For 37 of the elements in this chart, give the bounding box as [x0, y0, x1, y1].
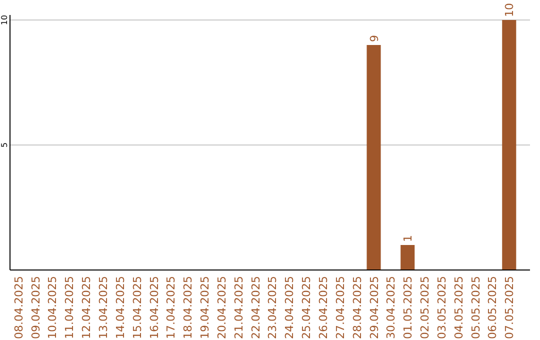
x-tick-label: 18.04.2025	[182, 276, 195, 339]
x-tick-label: 20.04.2025	[215, 276, 228, 339]
x-tick-label: 11.04.2025	[63, 276, 76, 339]
x-tick-label: 29.04.2025	[368, 276, 381, 339]
x-tick-label: 03.05.2025	[435, 276, 448, 339]
x-tick-label: 04.05.2025	[452, 276, 466, 339]
x-tick-label: 12.04.2025	[80, 276, 94, 339]
x-tick-label: 21.04.2025	[232, 276, 246, 339]
x-tick-label: 30.04.2025	[384, 276, 398, 339]
x-tick-label: 14.04.2025	[114, 276, 127, 339]
x-tick-label: 17.04.2025	[164, 276, 178, 339]
data-label: 1	[402, 235, 415, 242]
x-tick-label: 02.05.2025	[418, 276, 432, 339]
x-tick-label: 27.04.2025	[334, 276, 347, 339]
x-tick-label: 08.04.2025	[12, 276, 26, 339]
x-tick-label: 24.04.2025	[283, 276, 296, 339]
x-tick-label: 19.04.2025	[198, 276, 212, 339]
x-tick-label: 09.04.2025	[29, 276, 42, 339]
x-tick-label: 16.04.2025	[148, 276, 161, 339]
x-tick-label: 15.04.2025	[130, 276, 144, 339]
y-tick-label: 5	[0, 142, 9, 148]
x-tick-label: 25.04.2025	[300, 276, 314, 339]
x-tick-label: 10.04.2025	[46, 276, 60, 339]
data-label: 9	[368, 35, 381, 42]
x-tick-label: 22.04.2025	[249, 276, 262, 339]
x-tick-label: 28.04.2025	[350, 276, 364, 339]
x-tick-label: 01.05.2025	[402, 276, 415, 339]
data-label: 10	[503, 3, 516, 17]
x-tick-label: 05.05.2025	[469, 276, 482, 339]
x-tick-label: 13.04.2025	[96, 276, 110, 339]
x-tick-label: 06.05.2025	[486, 276, 500, 339]
bar	[400, 245, 415, 270]
x-tick-label: 23.04.2025	[266, 276, 280, 339]
x-tick-label: 07.05.2025	[503, 276, 516, 339]
bar	[502, 20, 516, 270]
bar	[366, 45, 381, 270]
x-tick-label: 26.04.2025	[316, 276, 330, 339]
